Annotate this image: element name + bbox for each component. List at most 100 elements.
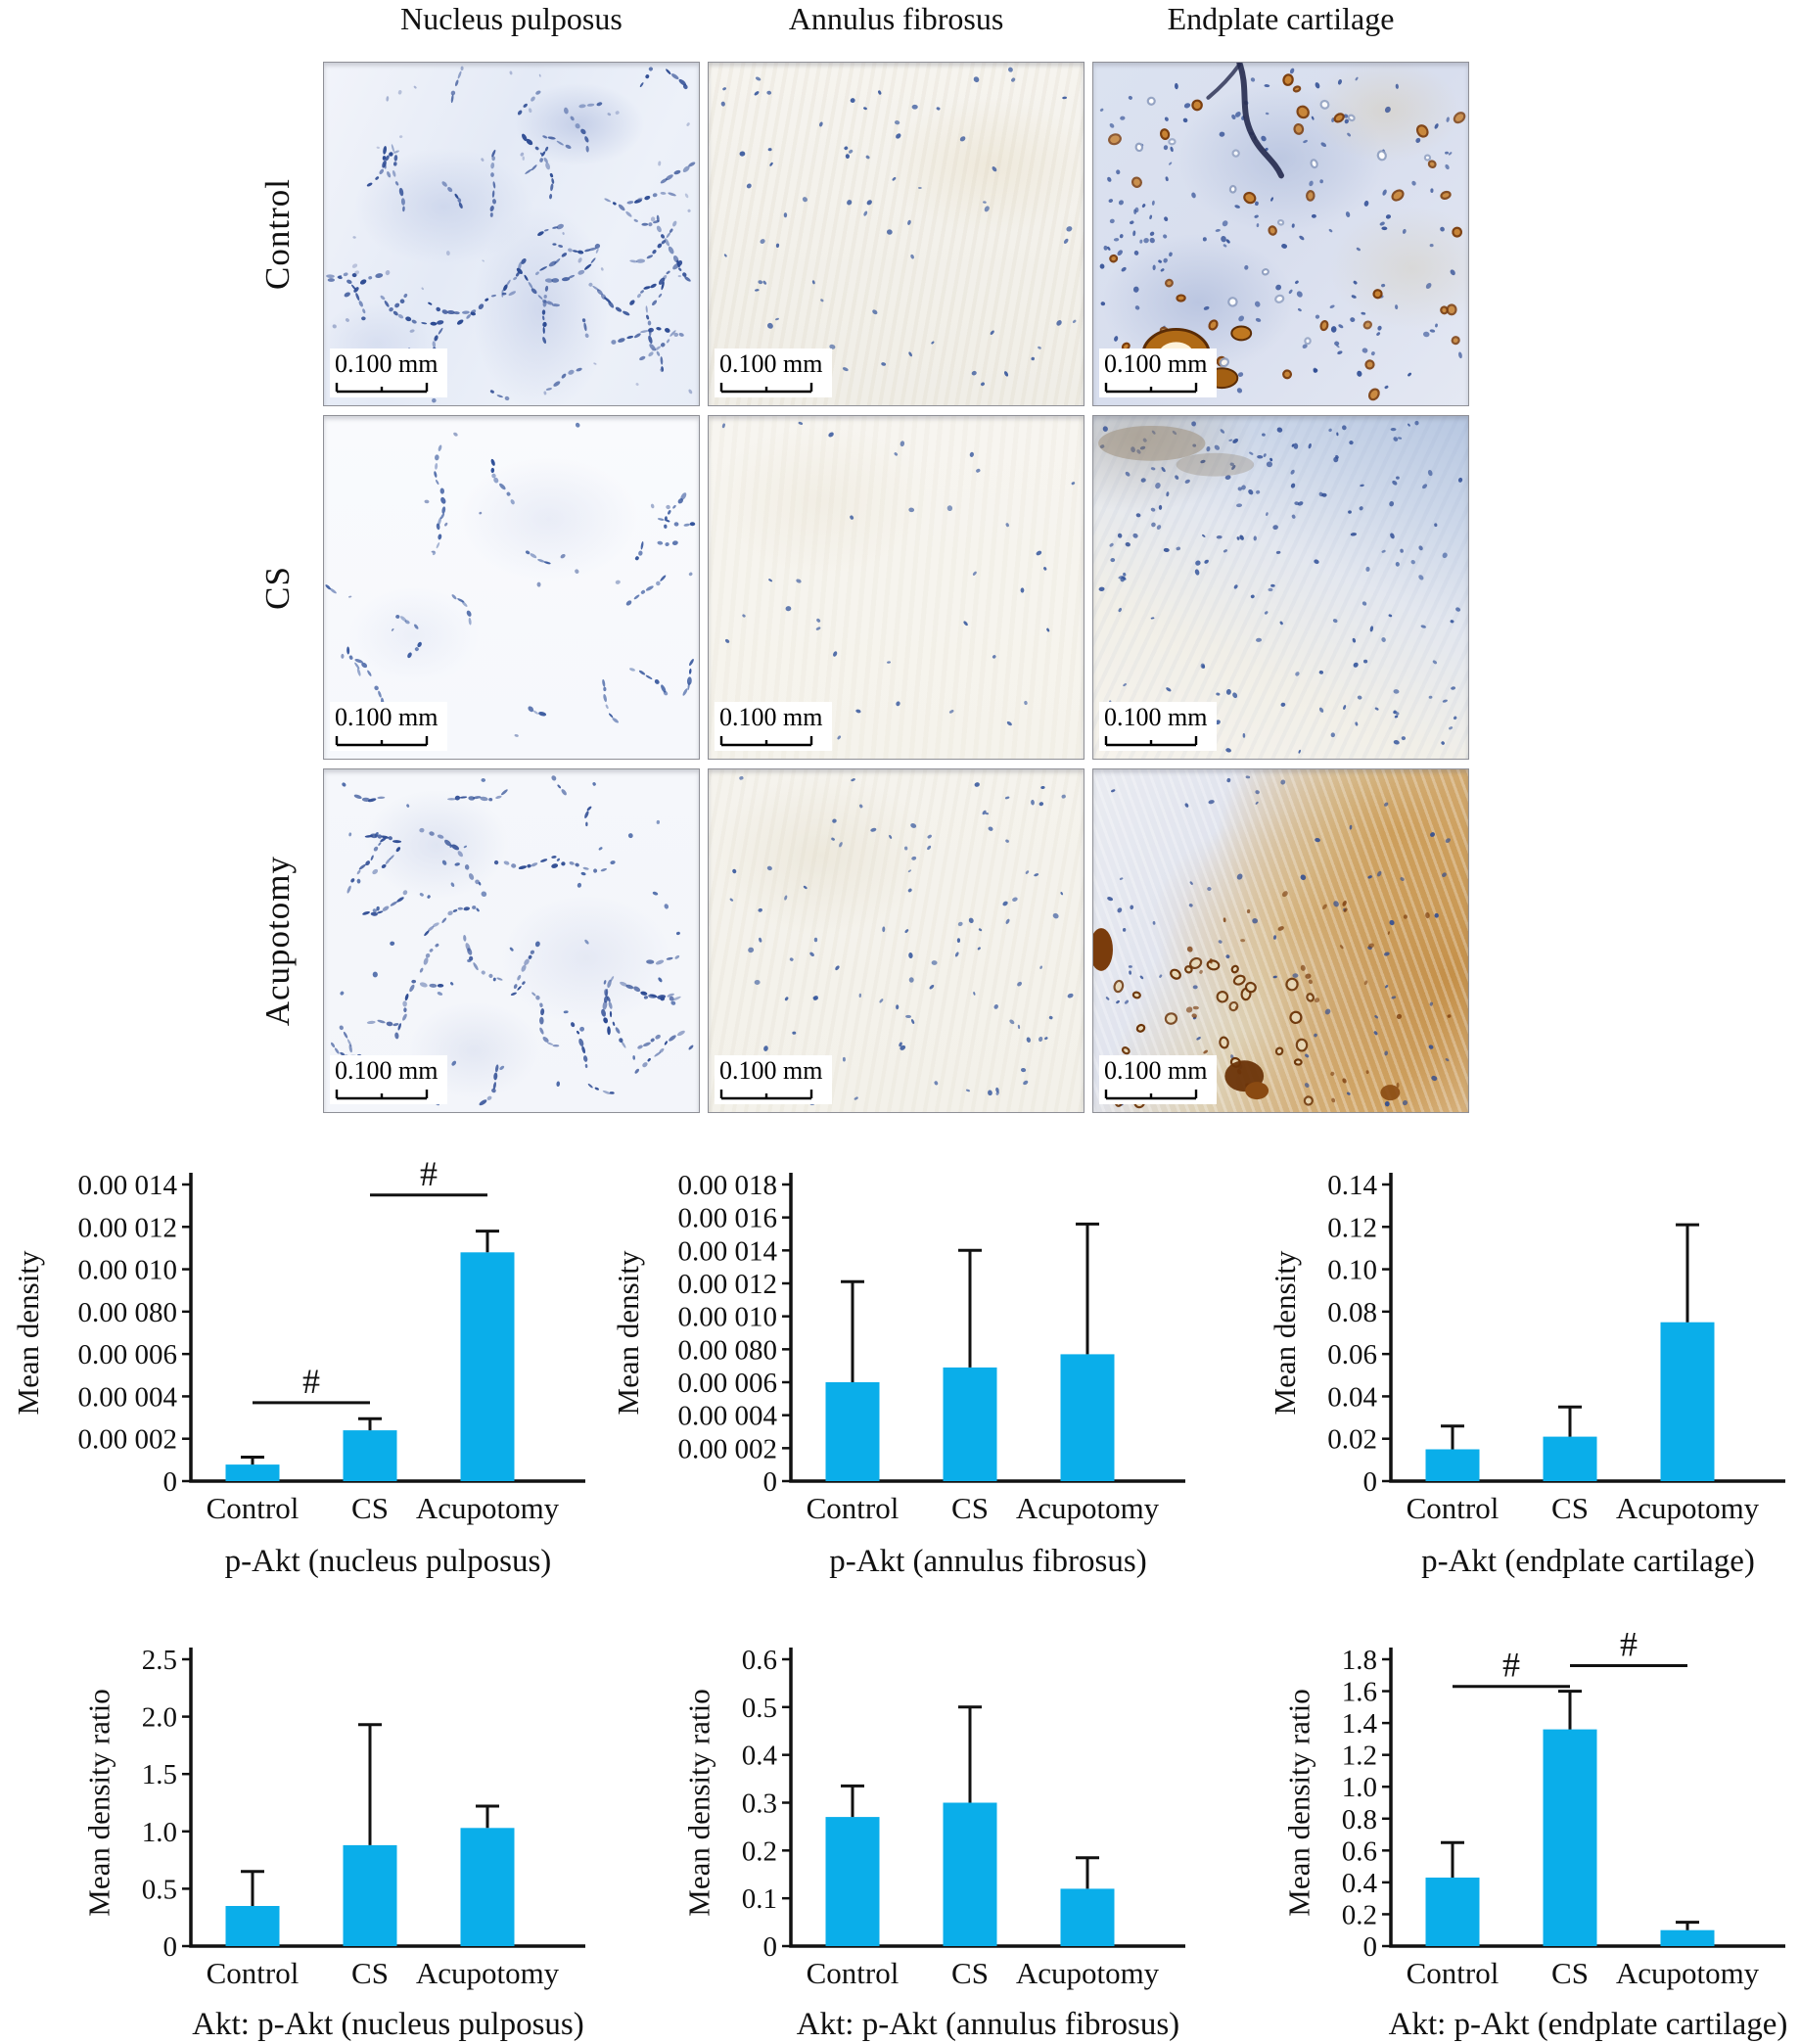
cell-streak-dot — [530, 950, 535, 954]
cell-nucleus-dot — [385, 270, 391, 276]
cell-streak-dot — [656, 350, 661, 356]
cell-streak-dot — [652, 300, 658, 306]
y-tick-label: 0.00 014 — [78, 1170, 178, 1201]
scale-bar-label: 0.100 mm — [719, 703, 823, 732]
cell-nucleus-dot — [1408, 372, 1411, 377]
cell-streak-dot — [673, 332, 679, 338]
cell-nucleus-dot — [1389, 501, 1395, 507]
cell-streak-dot — [447, 798, 456, 801]
cell-nucleus-dot — [1163, 547, 1170, 553]
cell-streak-dot — [424, 930, 430, 937]
cell-nucleus-dot — [850, 98, 855, 103]
cell-nucleus-dot — [1330, 326, 1337, 333]
cell-nucleus-dot — [1347, 132, 1351, 137]
cell-streak-dot — [650, 1038, 655, 1043]
cell-nucleus-dot — [1440, 226, 1445, 232]
cell-nucleus-dot — [1170, 146, 1174, 153]
bar-chart-svg: 0 0.00 002 0.00 004 0.00 006 0.00 080 0.00 01… — [11, 1154, 585, 1579]
cell-nucleus-dot — [1379, 221, 1385, 226]
cell-nucleus-dot — [664, 904, 669, 909]
cell-streak-dot — [391, 144, 394, 153]
cell-streak-dot — [430, 321, 438, 326]
y-axis-label: Mean density — [11, 1250, 45, 1415]
bar-control — [225, 1906, 280, 1946]
cell-streak-dot — [661, 684, 667, 693]
cell-nucleus-dot — [342, 782, 346, 787]
y-tick-label: 0.00 080 — [78, 1297, 178, 1328]
cell-nucleus-dot — [905, 1014, 912, 1019]
cell-streak-dot — [565, 144, 572, 150]
cell-nucleus-dot — [543, 391, 547, 395]
cell-streak-dot — [645, 305, 648, 313]
cell-nucleus-dot — [722, 87, 726, 91]
cell-streak-dot — [368, 276, 373, 280]
cell-nucleus-dot — [1400, 877, 1405, 881]
cell-nucleus-dot — [748, 947, 755, 953]
cell-nucleus-dot — [1183, 103, 1191, 109]
cell-nucleus-dot — [1275, 284, 1282, 291]
cell-nucleus-dot — [988, 826, 993, 831]
cell-nucleus-dot — [1414, 420, 1419, 426]
cell-streak-dot — [618, 204, 625, 211]
cell-streak-dot — [578, 104, 586, 109]
cell-nucleus-dot — [1141, 204, 1146, 208]
cell-nucleus-dot — [1333, 456, 1339, 463]
cell-streak-dot — [454, 193, 459, 200]
significance-marker: # — [302, 1362, 320, 1401]
cell-nucleus-dot — [1224, 475, 1231, 480]
cell-nucleus-dot — [720, 101, 725, 107]
stained-cell-ring — [1261, 268, 1269, 276]
cell-streak-dot — [602, 1000, 608, 1010]
cell-nucleus-dot — [509, 947, 514, 952]
cell-nucleus-dot — [1445, 1058, 1450, 1062]
cell-nucleus-dot — [441, 859, 447, 865]
cell-nucleus-dot — [1362, 601, 1367, 606]
cell-streak-dot — [331, 1042, 336, 1047]
cell-streak-dot — [466, 314, 471, 319]
cell-nucleus-dot — [1318, 707, 1324, 713]
cell-nucleus-dot — [372, 908, 377, 913]
cell-nucleus-dot — [1215, 228, 1221, 232]
stained-cell-ring — [1121, 1046, 1131, 1055]
microscopy-grid: Nucleus pulposus Annulus fibrosus Endpla… — [0, 0, 1469, 1113]
cell-nucleus-dot — [340, 991, 345, 996]
cell-streak-dot — [348, 1044, 352, 1053]
cell-nucleus-dot — [1169, 252, 1173, 257]
cell-nucleus-dot — [1163, 257, 1168, 263]
cell-nucleus-dot — [627, 833, 633, 839]
cell-streak-dot — [663, 274, 668, 280]
cell-nucleus-dot — [607, 113, 612, 116]
cell-streak-dot — [645, 74, 650, 79]
cell-streak-dot — [608, 713, 614, 719]
cell-nucleus-dot — [1384, 1100, 1390, 1107]
cell-nucleus-dot — [1236, 873, 1243, 880]
cell-nucleus-dot — [1196, 1037, 1201, 1041]
cell-nucleus-dot — [1257, 454, 1264, 459]
cell-nucleus-dot — [1336, 432, 1339, 437]
cell-nucleus-dot — [431, 550, 436, 553]
cell-nucleus-dot — [983, 201, 987, 204]
cell-nucleus-dot — [758, 280, 763, 285]
cell-streak-dot — [545, 388, 552, 391]
cell-nucleus-dot — [816, 618, 821, 623]
cell-streak-dot — [637, 293, 641, 299]
cell-streak-dot — [402, 1000, 407, 1007]
y-tick-label: 1.5 — [142, 1759, 177, 1790]
cell-streak-dot — [541, 309, 546, 315]
stained-cell-ring — [1372, 289, 1383, 300]
cell-nucleus-dot — [1117, 533, 1123, 538]
x-category-label: Control — [207, 1956, 300, 1990]
cell-nucleus-dot — [1231, 114, 1236, 120]
cell-nucleus-dot — [1203, 1049, 1209, 1054]
cell-nucleus-dot — [1113, 238, 1120, 242]
y-tick-label: 0.4 — [1342, 1868, 1378, 1899]
stained-cell-ring — [1391, 189, 1405, 202]
y-tick-label: 1.2 — [1342, 1741, 1377, 1772]
cell-streak-dot — [584, 811, 589, 819]
stained-cell-ring — [1231, 149, 1240, 158]
cell-nucleus-dot — [347, 595, 352, 598]
cell-nucleus-dot — [1382, 189, 1387, 196]
cell-nucleus-dot — [1298, 749, 1301, 754]
stained-cell-ring — [1165, 278, 1174, 288]
cell-streak-dot — [568, 369, 575, 375]
